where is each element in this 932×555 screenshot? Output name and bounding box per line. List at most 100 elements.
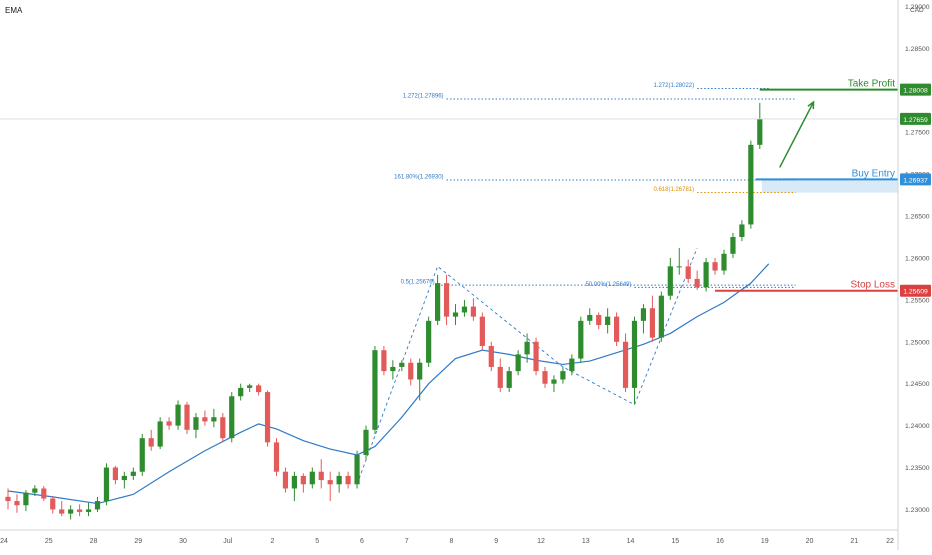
price-tick-15: 1.23000 (905, 507, 930, 514)
candle-body (569, 358, 575, 372)
candle-body (68, 509, 74, 514)
price-badge-text-2: 1.28008 (903, 88, 928, 95)
candle-body (426, 320, 432, 363)
candle-body (739, 224, 745, 238)
candle-body (193, 417, 199, 430)
candle-body (417, 362, 423, 380)
candle-body (229, 396, 235, 439)
price-badge-6 (900, 173, 931, 186)
time-tick-6: 2 (271, 538, 275, 545)
time-tick-8: 6 (360, 538, 364, 545)
candle-body (408, 362, 414, 380)
time-tick-17: 19 (761, 538, 769, 545)
candle-body (515, 354, 521, 372)
time-tick-15: 15 (671, 538, 679, 545)
candle-body (703, 262, 709, 288)
projection-arrow-head (807, 100, 815, 110)
time-tick-18: 20 (806, 538, 814, 545)
ema-layer (7, 263, 770, 505)
candle-body (497, 366, 503, 388)
entry-zone-layer (761, 179, 898, 193)
candles-layer (5, 102, 763, 520)
candle-body (23, 492, 29, 506)
time-tick-12: 12 (537, 538, 545, 545)
candle-body (399, 362, 405, 367)
time-tick-11: 9 (494, 538, 498, 545)
candle-body (157, 421, 163, 447)
time-axis-layer: 24 25 28 29 30 Jul 2 5 6 7 8 9 12 13 14 15 16 19 20 21 22 (0, 529, 898, 545)
candle-body (238, 387, 244, 397)
time-tick-14: 14 (627, 538, 635, 545)
time-tick-20: 22 (886, 538, 894, 545)
candle-body (139, 438, 145, 472)
price-tick-10: 1.25500 (905, 297, 930, 304)
candle-body (327, 480, 333, 485)
zigzag-pattern-line (356, 247, 698, 485)
indicator-label: EMA (5, 6, 23, 15)
candle-body (202, 417, 208, 422)
candle-body (50, 498, 56, 510)
fib-label-2: 161.80%(1.26930) (394, 175, 443, 181)
candle-body (184, 404, 190, 430)
price-tick-7: 1.26500 (905, 214, 930, 221)
ema-line (7, 263, 770, 505)
candle-body (291, 475, 297, 489)
candle-body (658, 295, 664, 338)
candle-body (452, 312, 459, 317)
candle-body (712, 262, 718, 271)
candle-body (381, 350, 387, 372)
fib-label-3: 0.618(1.26781) (653, 187, 694, 193)
arrow-layer (779, 100, 815, 168)
candle-body (264, 392, 271, 443)
candle-body (676, 266, 682, 268)
candle-body (631, 320, 638, 388)
time-tick-10: 8 (450, 538, 454, 545)
candle-body (685, 266, 691, 279)
candle-body (345, 475, 351, 485)
candle-body (551, 379, 557, 384)
candle-body (282, 471, 289, 489)
time-tick-19: 21 (850, 538, 858, 545)
fib-label-1: 1.272(1.27896) (403, 94, 444, 100)
time-tick-1: 25 (45, 538, 53, 545)
price-tick-13: 1.24000 (905, 423, 930, 430)
price-badge-2 (900, 83, 931, 96)
candle-body (41, 488, 47, 499)
candle-body (605, 316, 611, 326)
candle-body (32, 488, 38, 493)
candle-body (542, 371, 548, 384)
price-badge-3 (900, 112, 931, 125)
candle-body (112, 467, 118, 481)
price-tick-8: 1.26000 (905, 255, 930, 262)
buy-entry-label: Buy Entry (852, 168, 895, 179)
candle-body (435, 283, 441, 321)
currency-label: CAD (910, 7, 924, 14)
candle-body (309, 471, 315, 485)
fib-label-5: 50.00%(1.25649) (585, 282, 631, 288)
candle-body (533, 341, 539, 372)
candle-body (130, 471, 136, 476)
candle-body (622, 341, 629, 388)
take-profit-label: Take Profit (848, 79, 895, 90)
candle-body (363, 429, 369, 455)
price-badge-text-6: 1.26937 (903, 177, 928, 184)
price-tick-1: 1.28500 (905, 46, 930, 53)
candle-body (300, 475, 306, 485)
buy-entry-zone (761, 179, 898, 193)
candle-body (372, 350, 378, 430)
stop-loss-label: Stop Loss (851, 280, 895, 291)
fib-layer: 1.272(1.28022) 1.272(1.27896) 161.80%(1.26… (394, 83, 796, 288)
candle-body (748, 144, 754, 225)
candle-body (336, 475, 342, 485)
price-tick-4: 1.27500 (905, 130, 930, 137)
candle-body (479, 316, 485, 346)
projection-arrow-line (779, 101, 815, 168)
price-badge-text-3: 1.27659 (903, 117, 928, 124)
candle-body (148, 438, 154, 447)
price-badge-text-9: 1.25609 (903, 289, 928, 296)
candle-body (587, 314, 593, 321)
price-axis-layer: 1.290001.285001.280081.276591.275001.270… (897, 0, 931, 550)
price-tick-14: 1.23500 (905, 465, 930, 472)
